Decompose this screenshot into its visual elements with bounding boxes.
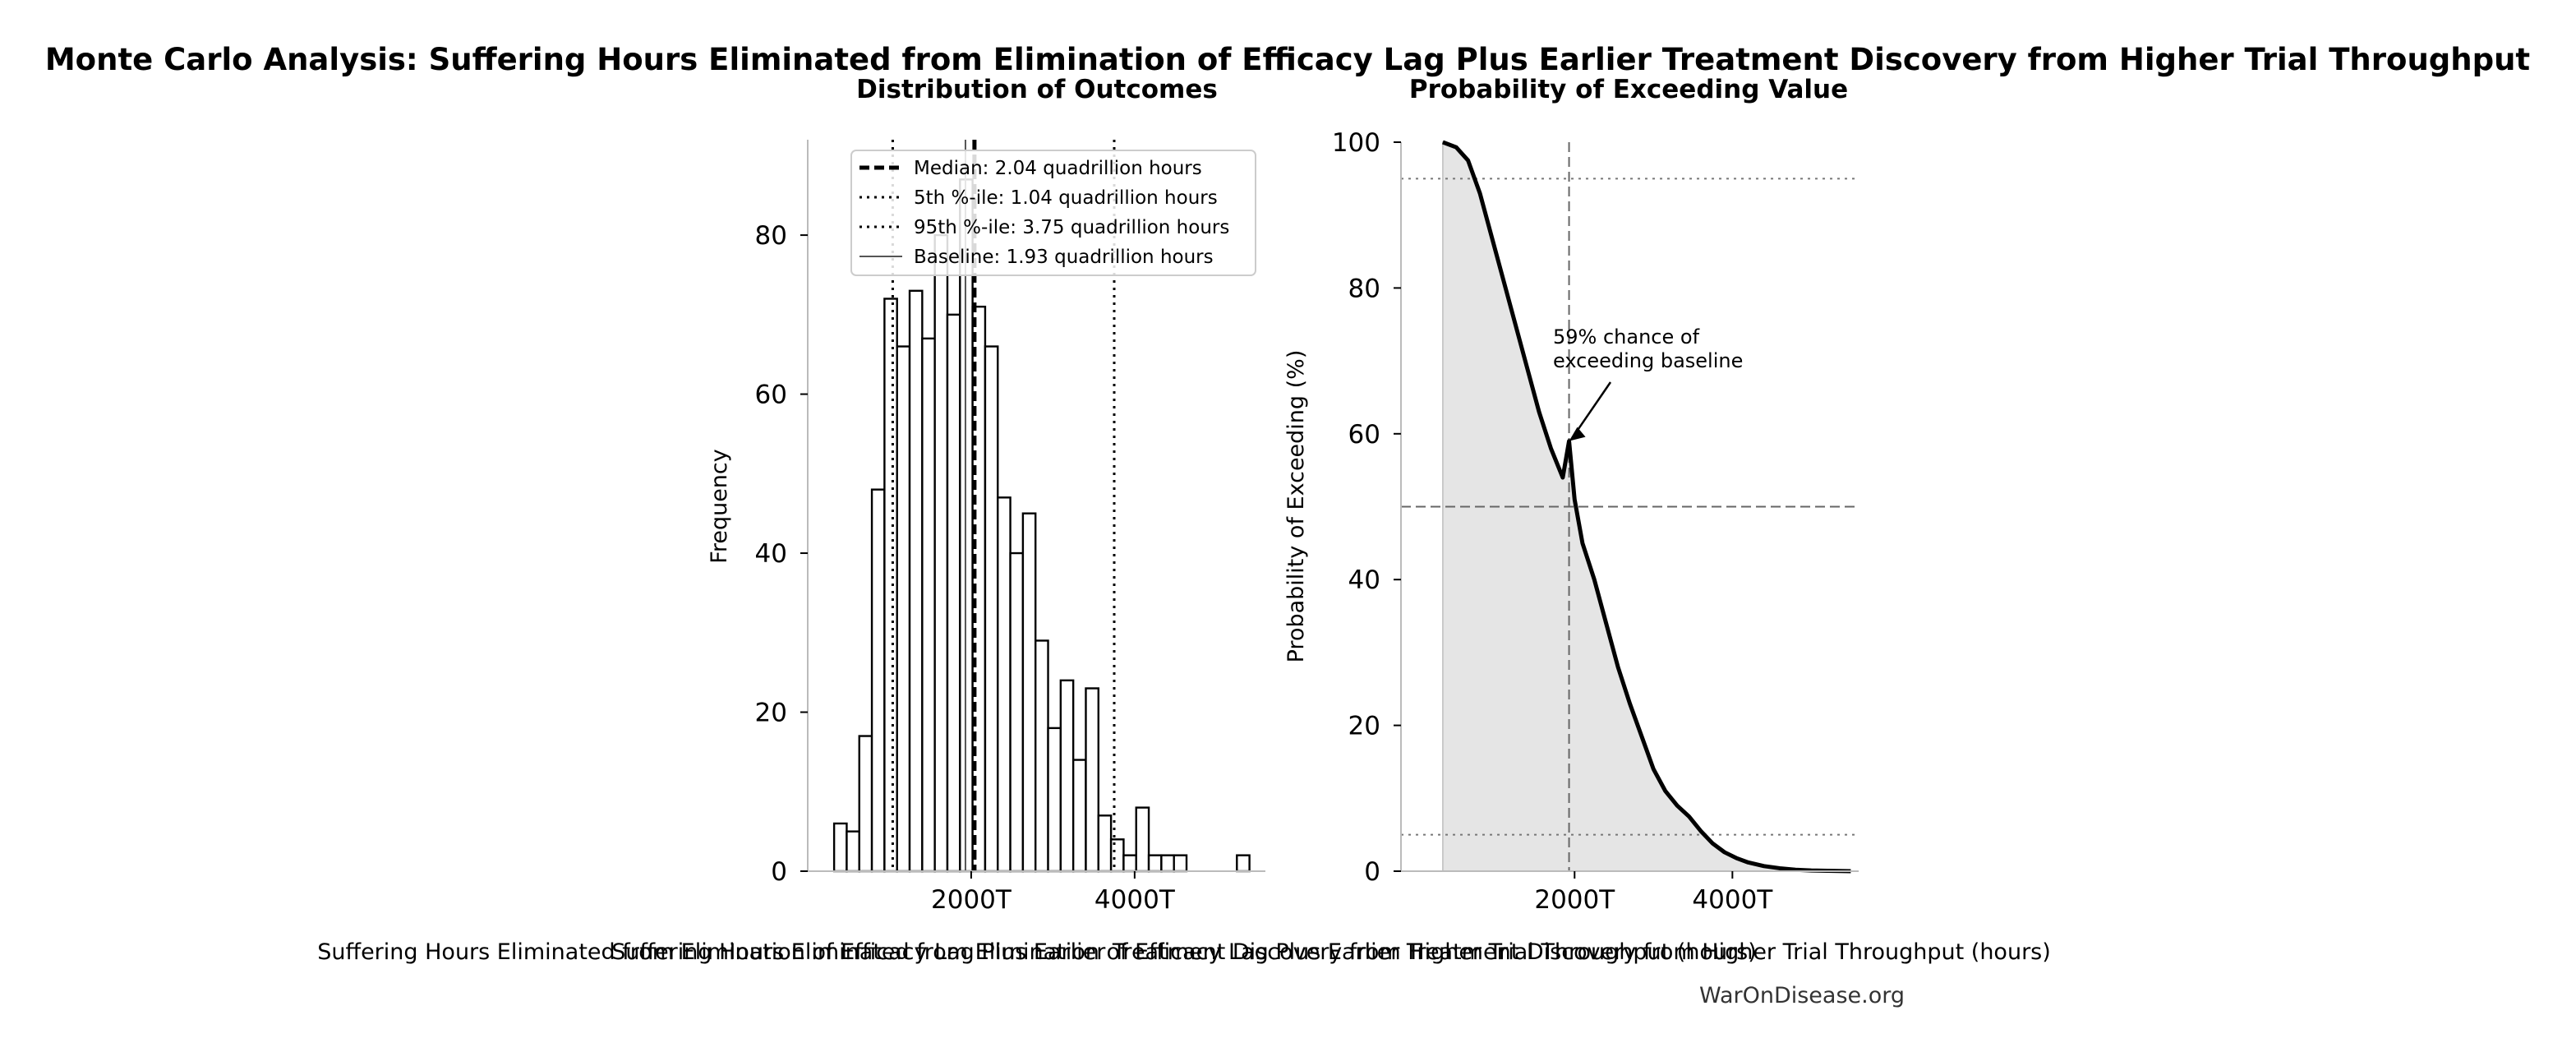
exceedance-y-tick-label: 0 — [1364, 857, 1380, 887]
histogram-ylabel: Frequency — [707, 449, 732, 564]
histogram-y-tick-label: 40 — [755, 539, 787, 569]
histogram-y-tick-label: 0 — [771, 857, 787, 887]
histogram-x-tick-label: 4000T — [1094, 885, 1176, 915]
histogram-bar — [1047, 727, 1062, 873]
histogram-bar — [946, 313, 961, 873]
histogram-legend — [850, 150, 1256, 276]
histogram-bar — [1085, 687, 1099, 873]
exceedance-ylabel: Probability of Exceeding (%) — [1283, 350, 1309, 663]
histogram-bar — [933, 233, 949, 873]
histogram-bar — [984, 345, 999, 873]
histogram-bar — [921, 337, 936, 873]
histogram-x-tick-label: 2000T — [931, 885, 1012, 915]
histogram-bar — [997, 496, 1012, 873]
exceedance-xlabel: Suffering Hours Eliminated from Eliminat… — [611, 939, 2051, 965]
histogram-bar — [1122, 854, 1137, 873]
histogram-bar — [1071, 759, 1087, 873]
footer-source: WarOnDisease.org — [1699, 983, 1905, 1008]
histogram-bar — [883, 298, 898, 873]
exceedance-subtitle: Probability of Exceeding Value — [1409, 75, 1848, 104]
exceedance-y-tick-label: 60 — [1348, 420, 1380, 450]
histogram-legend-label: 95th %-ile: 3.75 quadrillion hours — [914, 217, 1229, 238]
histogram-subtitle: Distribution of Outcomes — [856, 75, 1218, 104]
annotation-text: 59% chance of — [1553, 325, 1700, 348]
histogram-bar — [1009, 551, 1025, 873]
histogram-y-tick-label: 80 — [755, 221, 787, 251]
histogram-legend-label: Median: 2.04 quadrillion hours — [914, 158, 1202, 179]
histogram-bar — [1236, 854, 1251, 873]
histogram-bar — [1035, 639, 1049, 873]
histogram-bar — [896, 345, 911, 873]
histogram-xlabel: Suffering Hours Eliminated from Eliminat… — [317, 939, 1757, 965]
histogram-bar — [1135, 806, 1150, 873]
annotation-arrowhead — [1569, 427, 1586, 441]
histogram-bar — [908, 289, 924, 873]
histogram-bar — [1173, 854, 1188, 873]
histogram-panel: Distribution of Outcomes Frequency Suffe… — [317, 75, 1757, 965]
histogram-bar — [1109, 838, 1125, 873]
histogram-bar — [846, 830, 860, 873]
exceedance-panel: Probability of Exceeding Value Probabili… — [611, 75, 2051, 965]
exceedance-y-tick-label: 20 — [1348, 712, 1380, 741]
exceedance-x-tick-label: 4000T — [1692, 885, 1773, 915]
histogram-y-tick-label: 60 — [755, 381, 787, 410]
figure-title: Monte Carlo Analysis: Suffering Hours El… — [45, 42, 2530, 77]
histogram-bar — [1021, 512, 1037, 873]
exceedance-curve — [1442, 140, 1851, 874]
annotation-text: exceeding baseline — [1553, 349, 1743, 372]
histogram-bar — [1059, 679, 1075, 873]
histogram-bar — [1097, 814, 1113, 873]
histogram-bar — [858, 735, 873, 873]
exceedance-y-tick-label: 80 — [1348, 274, 1380, 303]
histogram-bar — [1147, 854, 1163, 873]
exceedance-y-tick-label: 40 — [1348, 565, 1380, 595]
histogram-bar — [870, 488, 886, 873]
exceedance-y-tick-label: 100 — [1332, 128, 1380, 158]
histogram-y-tick-label: 20 — [755, 699, 787, 728]
histogram-legend-label: 5th %-ile: 1.04 quadrillion hours — [914, 187, 1218, 209]
annotation-arrow — [1571, 381, 1612, 439]
histogram-bar — [1160, 854, 1175, 873]
exceedance-x-tick-label: 2000T — [1534, 885, 1615, 915]
histogram-legend-label: Baseline: 1.93 quadrillion hours — [914, 247, 1214, 268]
histogram-bar — [832, 822, 848, 873]
